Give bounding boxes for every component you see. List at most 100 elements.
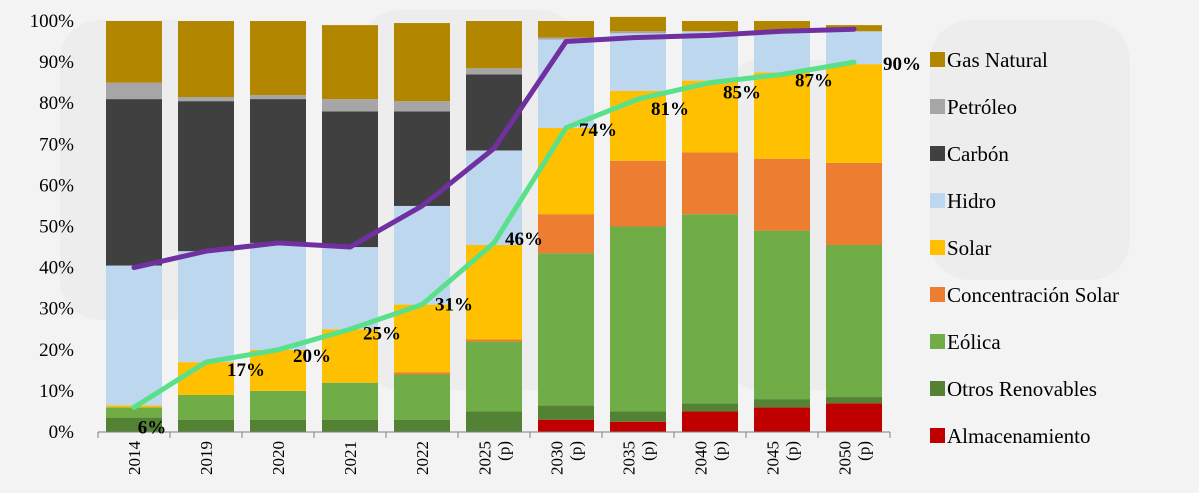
bar-segment: [754, 72, 810, 159]
y-tick-label: 90%: [39, 52, 74, 73]
bar-segment: [826, 244, 882, 398]
x-tick-label: 2040: [692, 441, 711, 475]
x-tick-label: 2021: [341, 441, 360, 475]
data-label: 17%: [227, 360, 265, 381]
bar-segment: [394, 304, 450, 373]
x-tick-label: 2019: [197, 441, 216, 475]
bar-segment: [826, 162, 882, 245]
legend-swatch: [930, 52, 945, 67]
lines-group: [131, 26, 857, 410]
data-label: 74%: [579, 120, 617, 141]
y-tick-label: 70%: [39, 134, 74, 155]
bar-segment: [178, 419, 234, 432]
data-label: 87%: [795, 70, 833, 91]
y-tick-label: 80%: [39, 93, 74, 114]
bar-segment: [178, 362, 234, 396]
x-tick-label: (p): [783, 441, 802, 461]
bar-segment: [754, 399, 810, 408]
bar-segment: [394, 419, 450, 432]
bar-segment: [322, 99, 378, 112]
bar-segment: [826, 403, 882, 432]
data-labels-group: 6% 17% 20% 25% 31% 46% 74% 81% 85% 87% 90%: [138, 54, 921, 438]
x-tick-label: (p): [495, 441, 514, 461]
bars-group: [106, 16, 882, 432]
bar-segment: [610, 31, 666, 34]
x-tick-label: 2045: [764, 441, 783, 475]
bar-segment: [394, 101, 450, 112]
bar-segment: [106, 99, 162, 266]
data-label: 20%: [293, 346, 331, 367]
x-tick-label: 2030: [548, 441, 567, 475]
x-tick-label: 2020: [269, 441, 288, 475]
legend-swatch: [930, 193, 945, 208]
bar-segment: [538, 419, 594, 432]
data-label: 31%: [435, 295, 473, 316]
bar-segment: [250, 94, 306, 100]
bar-segment: [682, 80, 738, 153]
trend-line: [131, 26, 857, 271]
bar-segment: [610, 16, 666, 32]
bar-segment: [610, 411, 666, 422]
bar-segment: [682, 411, 738, 432]
y-tick-label: 30%: [39, 299, 74, 320]
legend-label: Concentración Solar: [947, 283, 1119, 307]
bar-segment: [394, 374, 450, 420]
data-label: 90%: [883, 54, 921, 75]
x-axis: 2014 2019 2020 2021 2022 2025 (p) 2030 (p) 2035 (p…: [97, 431, 891, 475]
x-tick-label: (p): [567, 441, 586, 461]
bar-segment: [106, 407, 162, 418]
data-label: 46%: [505, 229, 543, 250]
bar-segment: [610, 226, 666, 412]
bar-segment: [106, 417, 162, 432]
data-label: 25%: [363, 323, 401, 344]
bar-segment: [826, 397, 882, 404]
bar-segment: [538, 37, 594, 40]
x-tick-label: (p): [639, 441, 658, 461]
bar-segment: [178, 251, 234, 363]
bar-segment: [538, 405, 594, 420]
legend-swatch: [930, 428, 945, 443]
legend: Gas Natural Petróleo Carbón Hidro Solar Conce…: [930, 48, 1119, 448]
bar-segment: [682, 403, 738, 412]
legend-swatch: [930, 334, 945, 349]
x-tick-label: (p): [855, 441, 874, 461]
data-label: 6%: [138, 417, 167, 438]
bar-segment: [106, 82, 162, 100]
data-label: 85%: [723, 83, 761, 104]
bar-segment: [538, 21, 594, 38]
bar-segment: [754, 158, 810, 231]
bar-segment: [826, 31, 882, 65]
bar-segment: [538, 253, 594, 406]
watermark-shape: [930, 20, 1130, 280]
legend-label: Eólica: [947, 330, 1001, 354]
bar-segment: [754, 407, 810, 432]
bar-segment: [322, 111, 378, 248]
bar-segment: [106, 21, 162, 83]
y-tick-label: 0%: [49, 422, 75, 443]
bar-segment: [466, 21, 522, 69]
y-tick-label: 60%: [39, 175, 74, 196]
bar-segment: [826, 64, 882, 163]
bar-segment: [394, 23, 450, 102]
legend-swatch: [930, 240, 945, 255]
bar-segment: [250, 21, 306, 95]
bar-segment: [466, 341, 522, 412]
legend-swatch: [930, 146, 945, 161]
bar-segment: [178, 97, 234, 102]
bar-segment: [178, 21, 234, 98]
legend-label: Petróleo: [947, 95, 1017, 119]
y-tick-label: 10%: [39, 381, 74, 402]
bar-segment: [322, 419, 378, 432]
bar-segment: [610, 90, 666, 161]
legend-swatch: [930, 99, 945, 114]
bar-segment: [250, 242, 306, 350]
y-axis: 0% 10% 20% 30% 40% 50% 60% 70% 80% 90% 100%: [30, 11, 75, 443]
x-tick-label: 2022: [413, 441, 432, 475]
bar-segment: [322, 382, 378, 420]
x-tick-label: (p): [711, 441, 730, 461]
bar-segment: [610, 160, 666, 227]
legend-label: Carbón: [947, 142, 1009, 166]
bar-segment: [754, 31, 810, 73]
